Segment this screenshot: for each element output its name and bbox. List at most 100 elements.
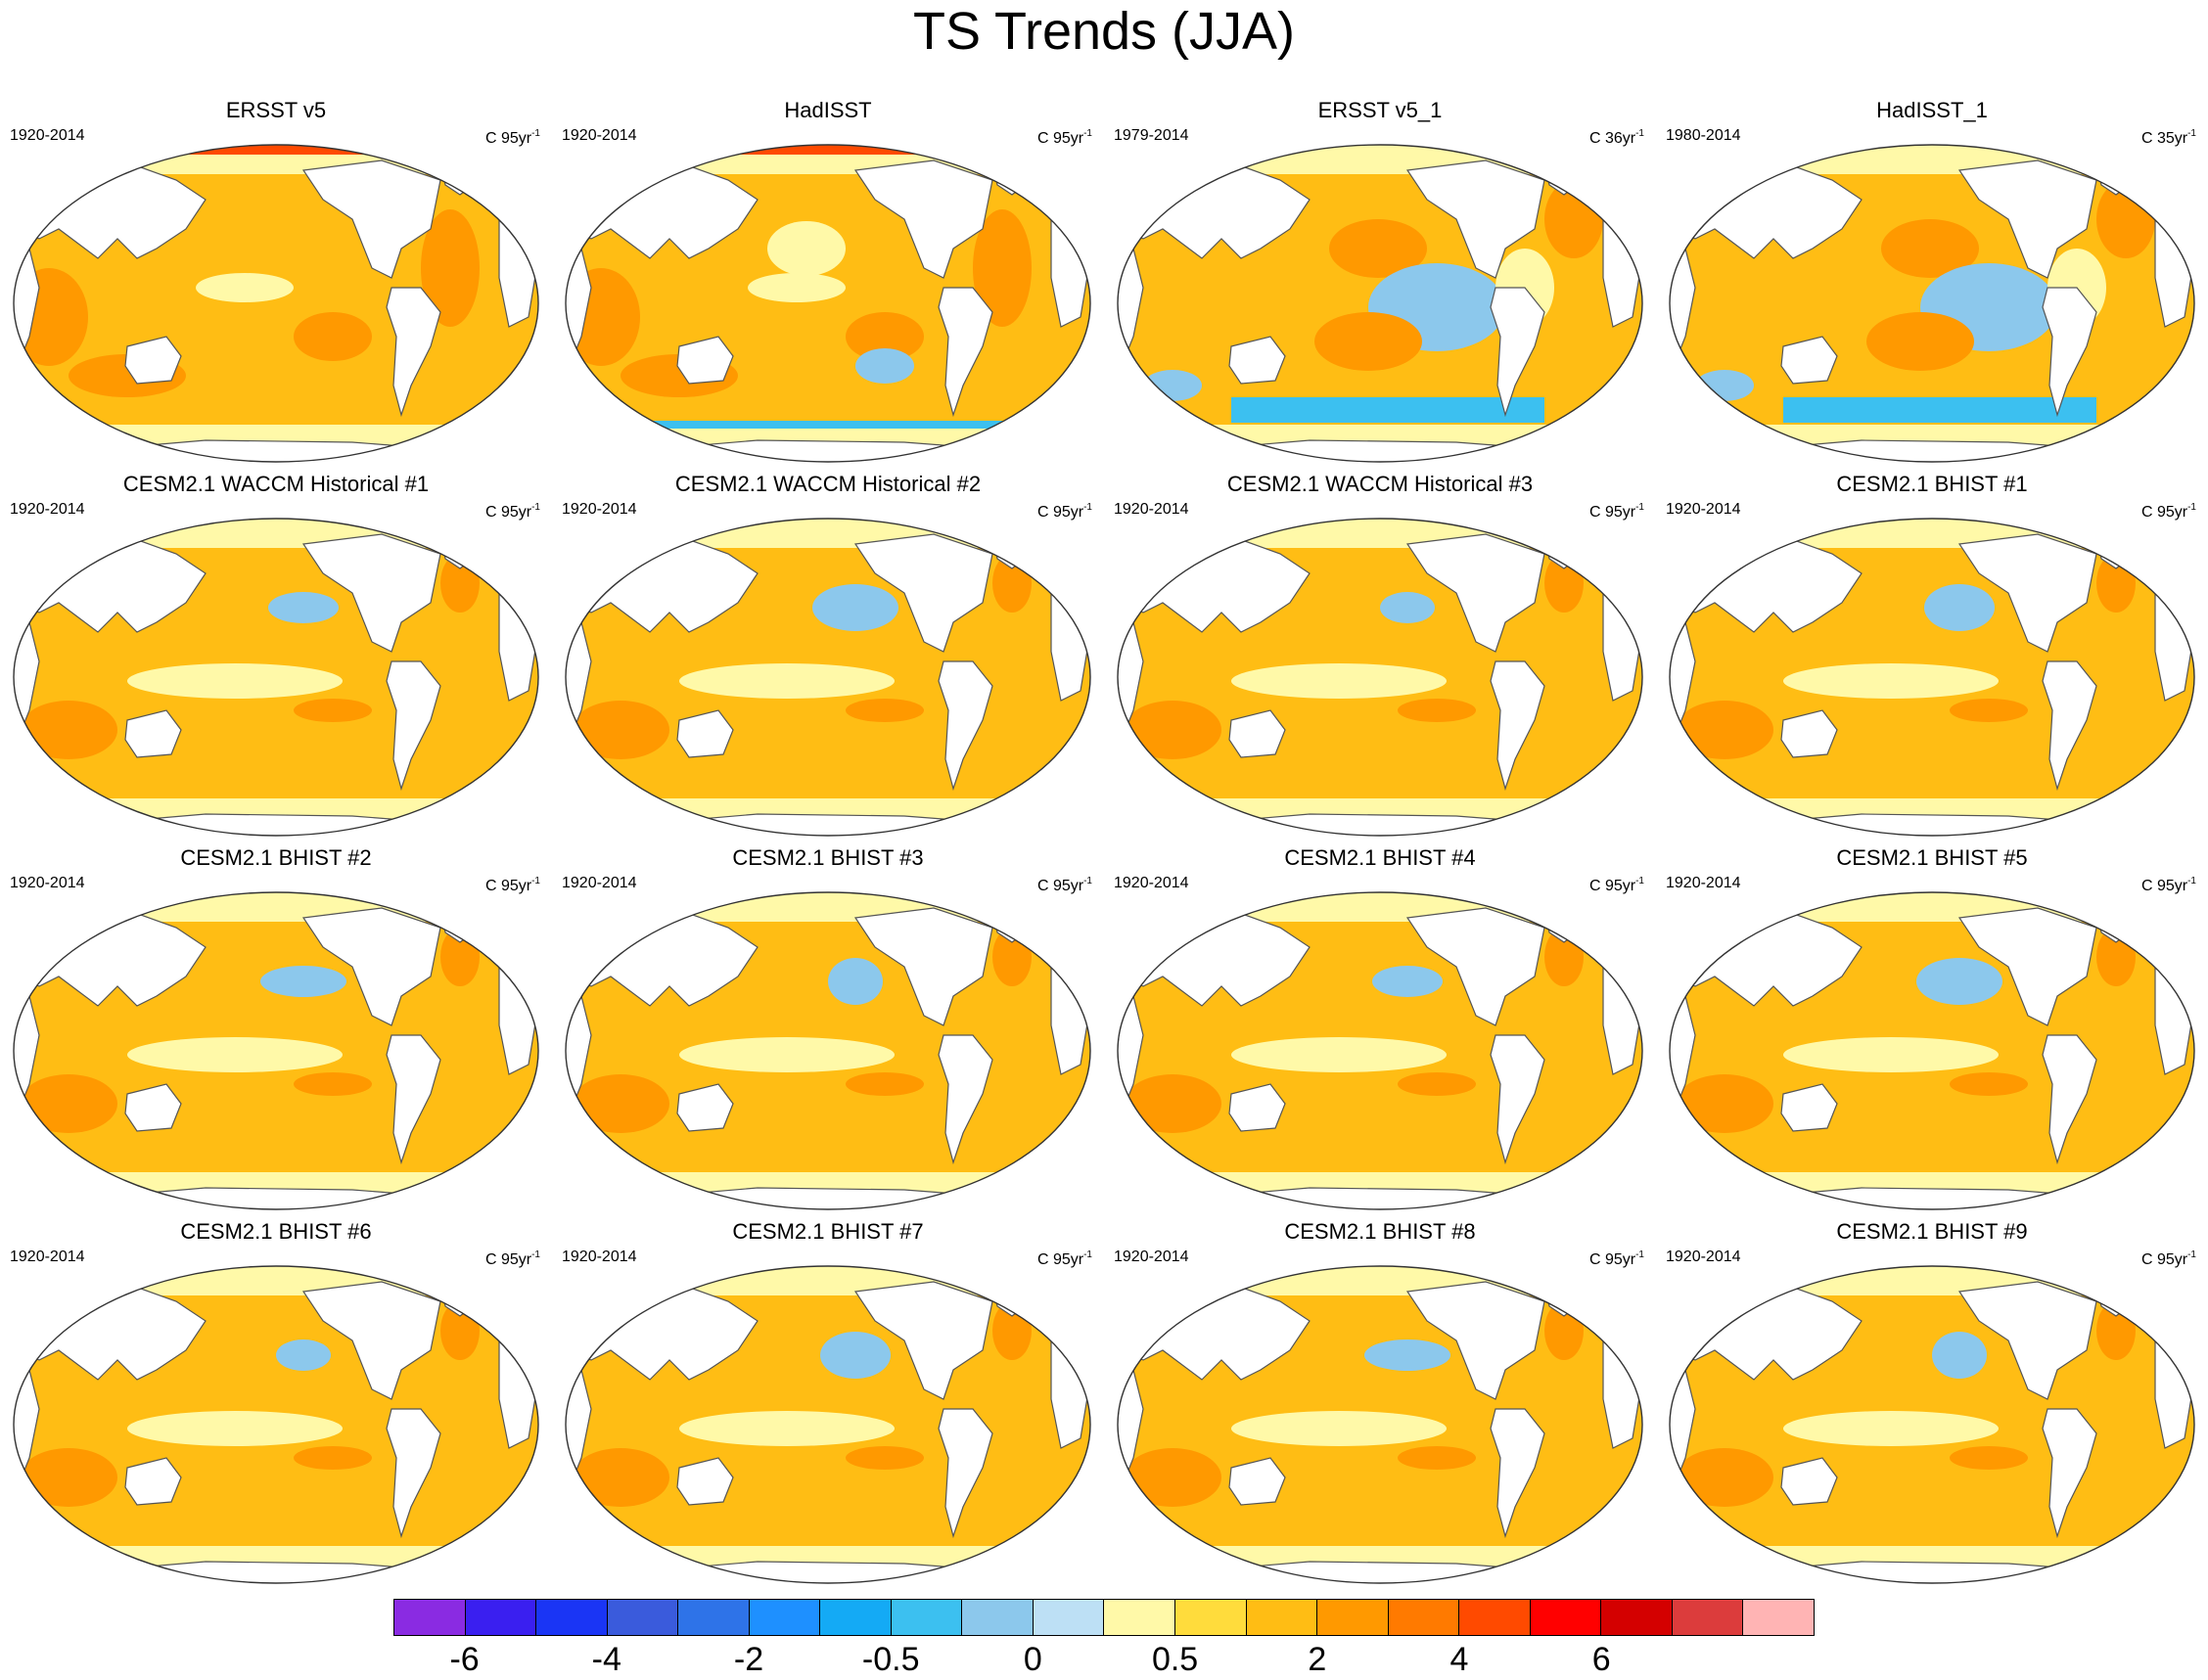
australia-land bbox=[124, 1083, 182, 1132]
weak-patch bbox=[196, 273, 294, 302]
map-panel: CESM2.1 BHIST #9 1920-2014 C 95yr-1 bbox=[1656, 1219, 2208, 1595]
map-border bbox=[565, 891, 1091, 1210]
world-map bbox=[1669, 144, 2195, 463]
arctic-band bbox=[566, 1266, 1090, 1295]
warm-patch bbox=[440, 1301, 480, 1360]
units-exponent: -1 bbox=[1083, 1249, 1092, 1260]
world-map bbox=[1117, 518, 1643, 837]
units-base: C 95yr bbox=[1036, 1251, 1084, 1268]
warm-patch bbox=[1398, 699, 1476, 722]
colorbar-box bbox=[1459, 1600, 1531, 1635]
panel-units: C 95yr-1 bbox=[2141, 1243, 2196, 1273]
panel-title: CESM2.1 BHIST #3 bbox=[732, 845, 924, 870]
units-base: C 95yr bbox=[484, 1251, 532, 1268]
cool-band bbox=[1231, 397, 1544, 423]
weak-patch bbox=[1783, 1037, 1999, 1072]
panel-period: 1920-2014 bbox=[1666, 875, 1741, 891]
weak-patch bbox=[127, 1037, 343, 1072]
ocean-field bbox=[566, 892, 1090, 1209]
weak-patch bbox=[767, 221, 846, 276]
north-america-land bbox=[301, 1281, 441, 1400]
map-panel: CESM2.1 BHIST #5 1920-2014 C 95yr-1 bbox=[1656, 845, 2208, 1221]
north-america-land bbox=[1405, 907, 1545, 1026]
map-border bbox=[565, 518, 1091, 837]
australia-land bbox=[1780, 336, 1838, 385]
panel-period: 1920-2014 bbox=[1666, 501, 1741, 518]
map-panel: CESM2.1 BHIST #7 1920-2014 C 95yr-1 bbox=[552, 1219, 1104, 1595]
warm-patch bbox=[973, 209, 1032, 327]
colorbar bbox=[393, 1599, 1815, 1636]
map-border bbox=[1669, 1265, 2195, 1584]
warm-patch bbox=[1124, 1448, 1221, 1507]
panel-units: C 95yr-1 bbox=[2141, 495, 2196, 525]
colorbar-box bbox=[1672, 1600, 1744, 1635]
australia-land bbox=[1780, 1457, 1838, 1506]
units-base: C 95yr bbox=[1036, 130, 1084, 147]
warm-patch bbox=[572, 701, 669, 759]
colorbar-box bbox=[1033, 1600, 1105, 1635]
australia-land bbox=[676, 709, 734, 758]
cool-patch bbox=[1380, 592, 1435, 623]
panel-units: C 95yr-1 bbox=[1037, 1243, 1092, 1273]
north-america-land bbox=[1957, 159, 2097, 279]
colorbar-box bbox=[1530, 1600, 1602, 1635]
colorbar-box bbox=[1601, 1600, 1673, 1635]
arctic-band bbox=[1670, 145, 2194, 174]
world-map bbox=[1117, 891, 1643, 1210]
north-america-land bbox=[853, 533, 993, 653]
world-map bbox=[1117, 1265, 1643, 1584]
colorbar-tick-label: -4 bbox=[591, 1641, 621, 1678]
world-map bbox=[565, 1265, 1091, 1584]
map-border bbox=[13, 891, 539, 1210]
warm-patch bbox=[1866, 312, 1974, 371]
ocean-field bbox=[1118, 145, 1642, 462]
panel-period: 1920-2014 bbox=[1666, 1249, 1741, 1265]
warm-patch bbox=[294, 1072, 372, 1096]
ocean-field bbox=[1118, 892, 1642, 1209]
colorbar-box bbox=[678, 1600, 750, 1635]
panel-units: C 95yr-1 bbox=[485, 495, 540, 525]
colorbar-box bbox=[962, 1600, 1034, 1635]
north-america-land bbox=[1957, 533, 2097, 653]
ocean-field bbox=[1670, 145, 2194, 462]
map-border bbox=[13, 144, 539, 463]
australia-land bbox=[124, 709, 182, 758]
weak-patch bbox=[679, 1037, 895, 1072]
warm-patch bbox=[2096, 554, 2136, 613]
arctic-band bbox=[1670, 519, 2194, 548]
world-map bbox=[565, 891, 1091, 1210]
panel-units: C 95yr-1 bbox=[1037, 495, 1092, 525]
panel-title: CESM2.1 BHIST #9 bbox=[1836, 1219, 2028, 1244]
panel-period: 1920-2014 bbox=[562, 127, 637, 144]
units-exponent: -1 bbox=[1635, 1249, 1644, 1260]
cool-patch bbox=[1695, 370, 1754, 401]
panel-units: C 95yr-1 bbox=[485, 869, 540, 899]
panel-period: 1920-2014 bbox=[10, 501, 85, 518]
warm-patch bbox=[1124, 701, 1221, 759]
units-base: C 95yr bbox=[2140, 1251, 2188, 1268]
warm-patch bbox=[846, 699, 924, 722]
map-panel: CESM2.1 BHIST #3 1920-2014 C 95yr-1 bbox=[552, 845, 1104, 1221]
weak-patch bbox=[127, 663, 343, 699]
south-america-land bbox=[386, 1034, 441, 1165]
units-base: C 95yr bbox=[1036, 504, 1084, 521]
cool-patch bbox=[1916, 958, 2002, 1005]
panel-title: ERSST v5_1 bbox=[1317, 98, 1443, 122]
cool-patch bbox=[276, 1339, 331, 1371]
units-exponent: -1 bbox=[531, 502, 540, 513]
units-exponent: -1 bbox=[2187, 128, 2196, 139]
warm-patch bbox=[440, 928, 480, 986]
cool-patch bbox=[1143, 370, 1202, 401]
world-map bbox=[565, 518, 1091, 837]
units-exponent: -1 bbox=[2187, 502, 2196, 513]
cool-patch bbox=[828, 958, 883, 1005]
panel-period: 1920-2014 bbox=[10, 127, 85, 144]
weak-patch bbox=[679, 663, 895, 699]
warm-patch bbox=[1544, 180, 1603, 258]
north-america-land bbox=[1957, 1281, 2097, 1400]
ocean-field bbox=[566, 1266, 1090, 1583]
ocean-field bbox=[566, 519, 1090, 836]
weak-patch bbox=[748, 273, 846, 302]
map-border bbox=[1117, 891, 1643, 1210]
arctic-band bbox=[1118, 519, 1642, 548]
